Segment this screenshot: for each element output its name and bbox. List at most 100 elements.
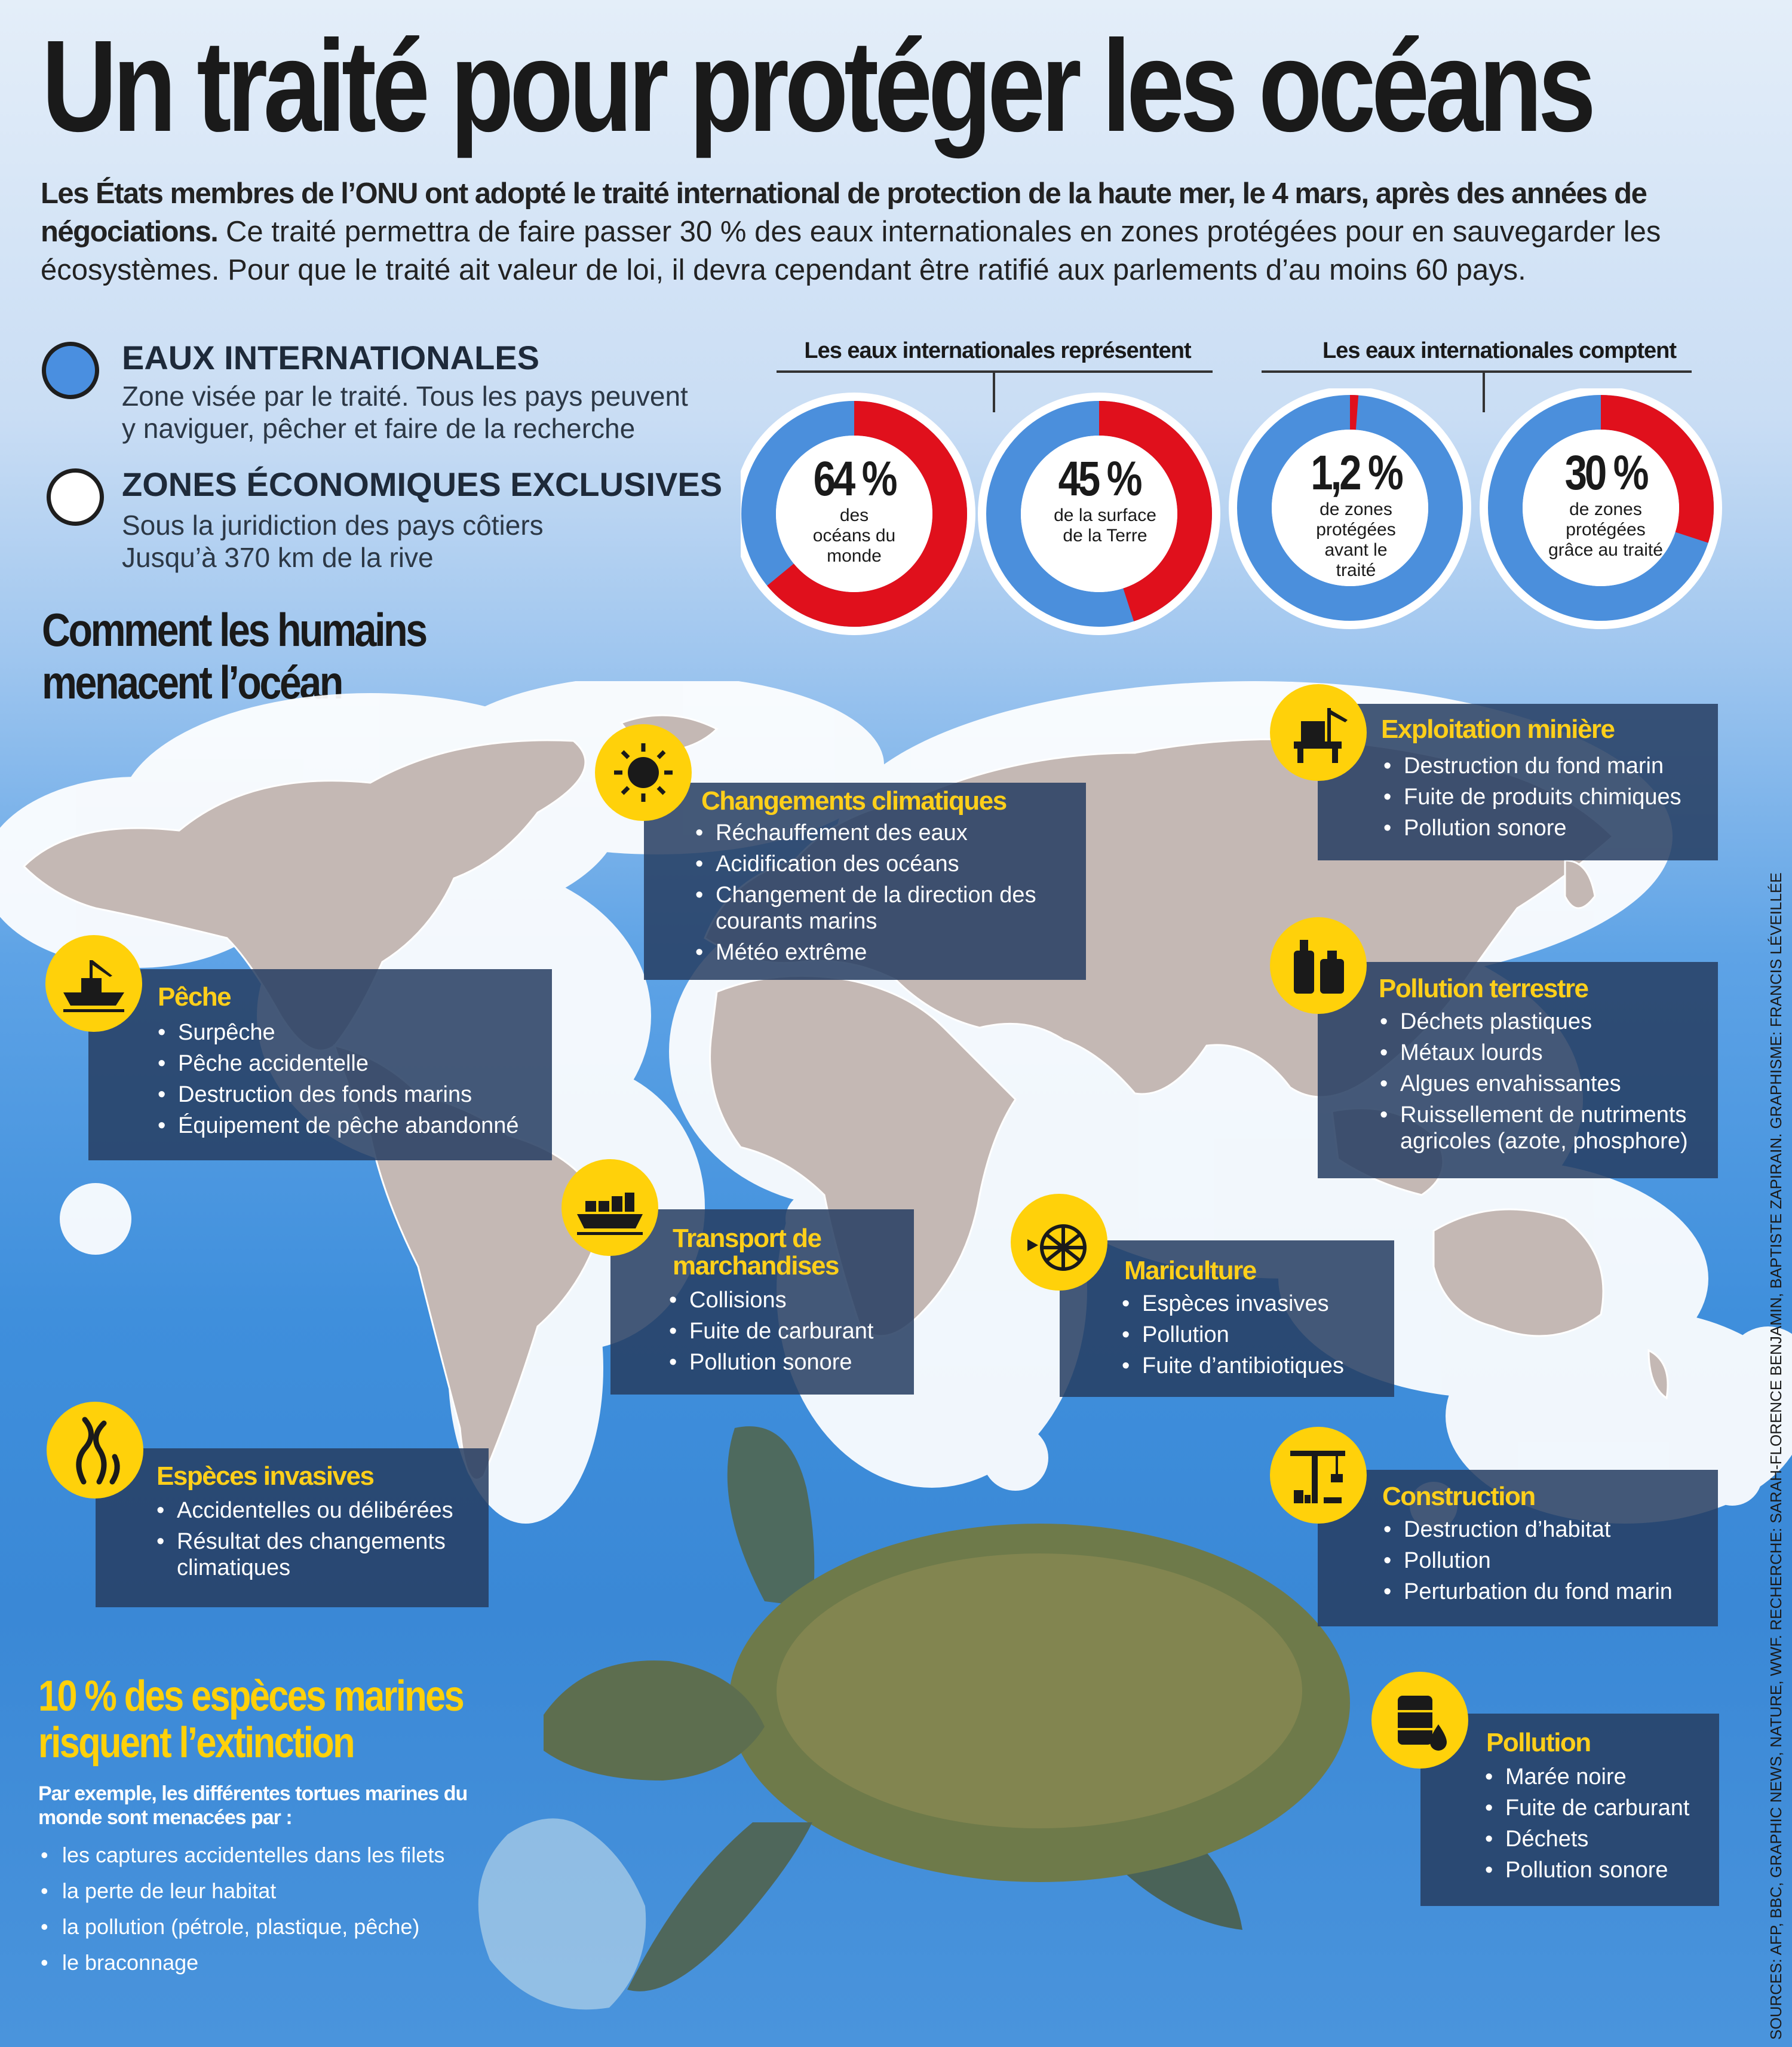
- list-item: Surpêche: [154, 1019, 548, 1046]
- list-item: Acidification des océans: [692, 851, 1074, 877]
- list-item: Destruction d’habitat: [1380, 1516, 1714, 1543]
- list-item: Équipement de pêche abandonné: [154, 1113, 548, 1139]
- donut-hole-2: [1021, 436, 1177, 592]
- extinction-list: les captures accidentelles dans les file…: [38, 1843, 444, 1987]
- list-item: Espèces invasives: [1118, 1291, 1391, 1317]
- threat-box-mariculture: Mariculture Espèces invasives Pollution …: [1060, 1240, 1394, 1397]
- threat-box-especes: Espèces invasives Accidentelles ou délib…: [96, 1448, 489, 1607]
- threat-list-construction: Destruction d’habitat Pollution Perturba…: [1380, 1516, 1714, 1610]
- threat-box-pollution: Pollution Marée noire Fuite de carburant…: [1420, 1714, 1719, 1906]
- threat-box-climat: Changements climatiques Réchauffement de…: [644, 783, 1086, 980]
- donut-hole-1: [776, 436, 932, 592]
- crane-icon: [1270, 1427, 1367, 1524]
- list-item: Algues envahissantes: [1376, 1071, 1716, 1097]
- bottles-icon: [1270, 917, 1367, 1014]
- fish-cage-icon: [1011, 1194, 1107, 1291]
- seaweed-icon: [47, 1402, 143, 1499]
- threat-list-terrestre: Déchets plastiques Métaux lourds Algues …: [1376, 1009, 1716, 1159]
- threat-title-miniere: Exploitation minière: [1381, 715, 1615, 744]
- extinction-title-line-1: 10 % des espèces marines: [38, 1672, 465, 1720]
- threat-box-miniere: Exploitation minière Destruction du fond…: [1318, 704, 1718, 860]
- threat-title-peche: Pêche: [158, 982, 232, 1012]
- list-item: Pollution sonore: [1481, 1857, 1716, 1883]
- sun-icon: [595, 724, 692, 821]
- list-item: Changement de la direction des courants …: [692, 882, 1074, 934]
- threat-list-mariculture: Espèces invasives Pollution Fuite d’anti…: [1118, 1291, 1391, 1384]
- turtle-lower-flipper: [627, 1822, 812, 1991]
- list-item: le braconnage: [38, 1951, 444, 1975]
- donut-label-1: des océans du monde: [812, 505, 896, 566]
- cargo-ship-icon: [561, 1159, 658, 1256]
- sources-credit: SOURCES: AFP, BBC, GRAPHIC NEWS, NATURE,…: [1767, 872, 1785, 2040]
- threat-title-mariculture: Mariculture: [1124, 1256, 1257, 1285]
- oil-barrel-icon: [1371, 1672, 1468, 1769]
- list-item: Collisions: [665, 1287, 910, 1313]
- donut-slice-2: [986, 401, 1212, 627]
- eez-swatch: [47, 468, 104, 526]
- fishing-boat-icon: [45, 935, 142, 1032]
- threat-box-transport: Transport de marchandises Collisions Fui…: [610, 1209, 914, 1395]
- list-item: Fuite de produits chimiques: [1380, 784, 1714, 810]
- list-item: Pollution sonore: [665, 1349, 910, 1375]
- donut-value-4: 30 %: [1564, 446, 1649, 500]
- list-item: Réchauffement des eaux: [692, 820, 1074, 846]
- threat-list-especes: Accidentelles ou délibérées Résultat des…: [153, 1497, 481, 1586]
- donut-label-3: de zones protégées avant le traité: [1316, 500, 1396, 580]
- donut-header-tick-2: [1483, 370, 1485, 412]
- turtle-front-flipper: [727, 1426, 815, 1607]
- list-item: les captures accidentelles dans les file…: [38, 1843, 444, 1868]
- list-item: la pollution (pétrole, plastique, pêche): [38, 1915, 444, 1939]
- donut-hole-3: [1272, 430, 1428, 586]
- list-item: Accidentelles ou délibérées: [153, 1497, 481, 1524]
- donut-header-tick-1: [993, 370, 995, 412]
- threat-title-construction: Construction: [1382, 1482, 1536, 1511]
- section-title-line-1: Comment les humains: [42, 603, 428, 656]
- list-item: Fuite de carburant: [1481, 1795, 1716, 1821]
- donut-value-3: 1,2 %: [1311, 446, 1404, 500]
- threat-title-transport: Transport de marchandises: [673, 1224, 839, 1280]
- threat-title-pollution: Pollution: [1486, 1728, 1591, 1757]
- turtle-head: [544, 1660, 765, 1781]
- list-item: Fuite de carburant: [665, 1318, 910, 1344]
- donut-label-2: de la surface de la Terre: [1054, 505, 1156, 546]
- list-item: Perturbation du fond marin: [1380, 1579, 1714, 1605]
- list-item: Pollution: [1118, 1322, 1391, 1348]
- list-item: Déchets plastiques: [1376, 1009, 1716, 1035]
- list-item: Météo extrême: [692, 939, 1074, 966]
- sea-turtle-illustration: [478, 1426, 1350, 2010]
- donut-charts: [741, 388, 1722, 635]
- intro-bold: Les États membres de l’ONU ont adopté le…: [41, 177, 1647, 248]
- list-item: Pollution: [1380, 1547, 1714, 1574]
- donut-value-2: 45 %: [1058, 452, 1143, 506]
- list-item: Destruction des fonds marins: [154, 1081, 548, 1108]
- donut-header-count: Les eaux internationales comptent: [1322, 338, 1677, 363]
- donut-slice-4: [1488, 395, 1714, 621]
- threat-list-peche: Surpêche Pêche accidentelle Destruction …: [154, 1019, 548, 1144]
- extinction-subtitle: Par exemple, les différentes tortues mar…: [38, 1782, 468, 1829]
- list-item: Métaux lourds: [1376, 1040, 1716, 1066]
- threat-title-terrestre: Pollution terrestre: [1379, 974, 1589, 1003]
- legend-text-eez: Sous la juridiction des pays côtiers Jus…: [122, 510, 544, 573]
- threat-list-miniere: Destruction du fond marin Fuite de produ…: [1380, 753, 1714, 846]
- donut-header-represent: Les eaux internationales représentent: [804, 338, 1191, 363]
- threat-box-terrestre: Pollution terrestre Déchets plastiques M…: [1318, 962, 1718, 1178]
- extinction-title-line-2: risquent l’extinction: [38, 1719, 355, 1767]
- list-item: Fuite d’antibiotiques: [1118, 1353, 1391, 1379]
- legend-text-international: Zone visée par le traité. Tous les pays …: [122, 381, 688, 444]
- section-title: Comment les humains menacent l’océan: [42, 603, 428, 709]
- threat-box-construction: Construction Destruction d’habitat Pollu…: [1318, 1470, 1718, 1626]
- intro-paragraph: Les États membres de l’ONU ont adopté le…: [41, 174, 1737, 289]
- page-title: Un traité pour protéger les océans: [42, 14, 1596, 159]
- threat-list-transport: Collisions Fuite de carburant Pollution …: [665, 1287, 910, 1380]
- list-item: Résultat des changements climatiques: [153, 1528, 481, 1581]
- legend-heading-eez: ZONES ÉCONOMIQUES EXCLUSIVES: [122, 465, 723, 503]
- threat-title-especes: Espèces invasives: [157, 1461, 375, 1491]
- threat-list-climat: Réchauffement des eaux Acidification des…: [692, 820, 1074, 970]
- list-item: Marée noire: [1481, 1764, 1716, 1790]
- donut-slice-1: [741, 401, 967, 627]
- threat-list-pollution: Marée noire Fuite de carburant Déchets P…: [1481, 1764, 1716, 1888]
- donut-hole-4: [1523, 430, 1679, 586]
- list-item: Déchets: [1481, 1826, 1716, 1852]
- threat-title-climat: Changements climatiques: [701, 786, 1007, 816]
- extinction-title: 10 % des espèces marines risquent l’exti…: [38, 1672, 465, 1767]
